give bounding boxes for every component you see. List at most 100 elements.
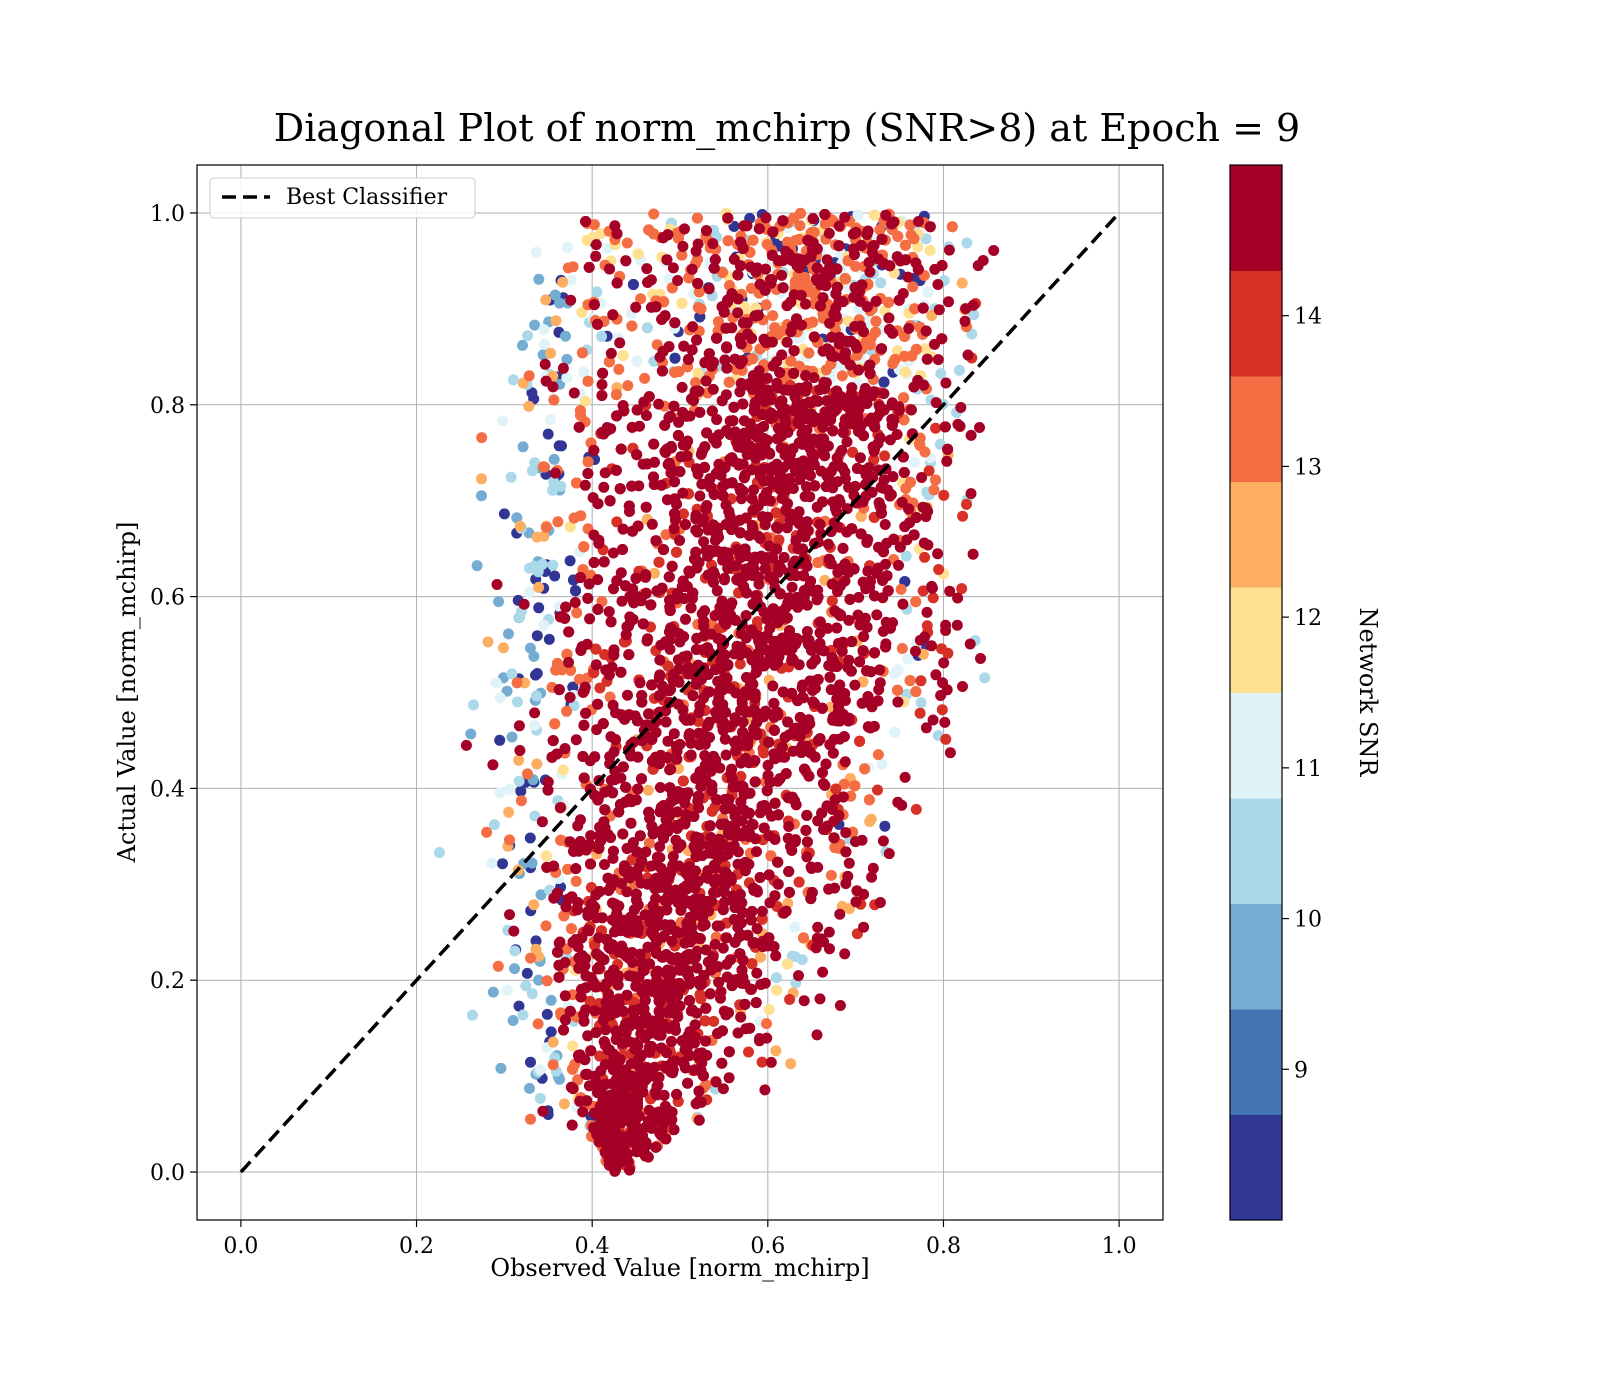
scatter-point	[917, 302, 929, 314]
scatter-point	[631, 355, 643, 367]
scatter-point	[581, 638, 593, 650]
scatter-point	[517, 377, 529, 389]
scatter-point	[910, 512, 922, 523]
scatter-point	[751, 262, 763, 274]
scatter-point	[530, 246, 542, 258]
scatter-point	[864, 266, 876, 278]
scatter-point	[938, 657, 950, 669]
scatter-point	[806, 887, 818, 898]
scatter-point	[761, 336, 773, 348]
scatter-point	[878, 388, 890, 400]
scatter-point	[466, 1009, 478, 1021]
scatter-point	[915, 675, 927, 687]
scatter-point	[721, 362, 733, 374]
scatter-point	[706, 805, 718, 817]
scatter-point	[722, 212, 734, 224]
scatter-point	[604, 263, 615, 275]
scatter-point	[870, 315, 882, 327]
scatter-point	[530, 669, 541, 681]
scatter-point	[564, 555, 576, 567]
scatter-point	[661, 254, 673, 266]
scatter-point	[840, 878, 852, 890]
scatter-point	[770, 972, 782, 984]
scatter-point	[926, 582, 938, 594]
scatter-point	[529, 319, 541, 331]
scatter-point	[540, 294, 552, 306]
scatter-point	[611, 228, 623, 240]
scatter-point	[514, 745, 526, 756]
scatter-point	[548, 394, 560, 406]
scatter-point	[525, 952, 536, 964]
scatter-point	[965, 429, 977, 441]
scatter-point	[899, 771, 911, 783]
chart-title: Diagonal Plot of norm_mchirp (SNR>8) at …	[274, 106, 1300, 151]
scatter-point	[833, 220, 845, 232]
scatter-point	[871, 609, 883, 621]
scatter-point	[676, 249, 688, 261]
scatter-point	[903, 323, 915, 334]
scatter-point	[576, 306, 588, 318]
scatter-point	[540, 920, 552, 932]
scatter-point	[562, 863, 574, 875]
scatter-point	[534, 1064, 546, 1076]
scatter-point	[635, 293, 647, 305]
scatter-point	[611, 516, 623, 528]
scatter-point	[568, 512, 580, 524]
scatter-point	[574, 405, 586, 417]
scatter-point	[850, 836, 861, 848]
scatter-point	[471, 560, 483, 572]
scatter-point	[523, 400, 535, 412]
scatter-point	[538, 338, 550, 350]
scatter-point	[494, 734, 506, 746]
scatter-point	[807, 316, 819, 328]
scatter-point	[513, 775, 525, 787]
scatter-point	[834, 908, 846, 920]
scatter-point	[674, 535, 686, 546]
scatter-point	[565, 294, 577, 306]
scatter-point	[525, 1113, 536, 1125]
scatter-point	[525, 1056, 536, 1068]
scatter-point	[521, 967, 533, 979]
scatter-point	[560, 1014, 571, 1026]
scatter-point	[908, 529, 920, 541]
scatter-point	[926, 640, 937, 652]
scatter-point	[513, 720, 525, 732]
scatter-point	[746, 958, 758, 970]
scatter-point	[555, 480, 567, 492]
scatter-point	[476, 432, 488, 444]
scatter-point	[807, 696, 819, 708]
scatter-point	[912, 241, 924, 253]
scatter-point	[708, 262, 720, 274]
scatter-point	[932, 548, 944, 560]
scatter-point	[924, 244, 936, 256]
scatter-point	[955, 402, 967, 413]
scatter-point	[703, 283, 715, 295]
scatter-point	[671, 546, 682, 558]
scatter-point	[747, 370, 759, 382]
scatter-point	[877, 835, 889, 847]
scatter-point	[650, 1141, 662, 1153]
scatter-point	[800, 298, 811, 310]
scatter-point	[501, 685, 513, 697]
scatter-point	[582, 375, 594, 387]
scatter-point	[700, 225, 712, 237]
scatter-point	[656, 365, 668, 377]
scatter-point	[793, 876, 805, 888]
scatter-point	[503, 806, 515, 818]
scatter-point	[777, 215, 789, 227]
scatter-point	[944, 747, 956, 759]
scatter-point	[552, 946, 564, 958]
scatter-point	[899, 521, 911, 533]
scatter-point	[555, 834, 567, 846]
scatter-point	[686, 263, 698, 275]
scatter-point	[677, 775, 689, 787]
scatter-point	[668, 728, 680, 740]
scatter-point	[717, 1083, 729, 1095]
scatter-point	[910, 343, 922, 355]
scatter-point	[837, 296, 849, 308]
scatter-point	[859, 763, 871, 775]
scatter-point	[928, 484, 940, 496]
scatter-point	[657, 345, 669, 357]
scatter-point	[540, 521, 552, 533]
scatter-point	[951, 619, 963, 631]
